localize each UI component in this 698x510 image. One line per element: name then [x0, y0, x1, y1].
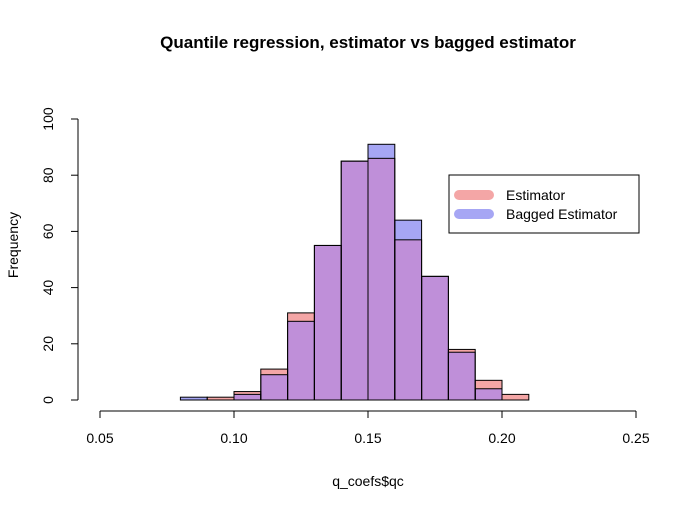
- histogram-bar-bagged-estimator: [179, 396, 208, 401]
- legend-box: [448, 174, 640, 234]
- y-axis-label: Frequency: [5, 212, 21, 278]
- histogram-bar-overlap: [421, 276, 449, 400]
- histogram-bar-overlap: [368, 158, 395, 400]
- histogram-bar-estimator-excess: [207, 397, 234, 400]
- histogram-bar-estimator-excess: [287, 312, 315, 322]
- histogram-bar-overlap: [260, 374, 288, 400]
- histogram-bar-bagged-estimator: [447, 351, 476, 401]
- x-tick-label: 0.10: [220, 430, 247, 446]
- chart-title: Quantile regression, estimator vs bagged…: [160, 33, 576, 52]
- histogram-bar-bagged-excess: [368, 144, 395, 159]
- histogram-bar-overlap: [314, 245, 342, 400]
- legend: Estimator Bagged Estimator: [448, 174, 640, 234]
- histogram-bar-overlap: [448, 352, 476, 400]
- x-axis-label: q_coefs$qc: [332, 473, 404, 489]
- y-axis: 0 20 40 60 80 100: [40, 107, 79, 404]
- x-tick-label: 0.20: [488, 430, 515, 446]
- y-tick-label: 0: [40, 396, 56, 404]
- legend-label-bagged-estimator: Bagged Estimator: [506, 206, 618, 222]
- histogram-bar-overlap: [341, 161, 368, 400]
- histogram-bar-estimator-excess: [234, 391, 261, 395]
- y-tick-label: 100: [40, 107, 56, 131]
- x-axis: 0.05 0.10 0.15 0.20 0.25: [86, 410, 650, 446]
- histogram-bar-bagged-estimator: [474, 388, 503, 401]
- y-tick-label: 20: [40, 336, 56, 352]
- histogram-bar-estimator-excess: [448, 349, 476, 353]
- y-tick-label: 80: [40, 167, 56, 183]
- x-tick-label: 0.05: [86, 430, 113, 446]
- histogram-bar-bagged-excess: [180, 397, 208, 400]
- histogram-bar-overlap: [394, 239, 422, 400]
- histogram-bar-bagged-estimator: [421, 275, 449, 401]
- histogram-bar-overlap: [287, 321, 315, 400]
- histogram-bar-overlap: [234, 394, 261, 400]
- histogram-bar-estimator-excess: [475, 380, 502, 389]
- histogram-bar-overlap: [475, 388, 502, 400]
- x-tick-label: 0.15: [354, 430, 381, 446]
- y-tick-label: 60: [40, 223, 56, 239]
- histogram-bar-estimator-excess: [260, 369, 288, 375]
- histogram-bar-estimator-excess: [502, 394, 529, 400]
- y-tick-label: 40: [40, 280, 56, 296]
- legend-label-estimator: Estimator: [506, 187, 565, 203]
- x-tick-label: 0.25: [622, 430, 649, 446]
- histogram-bar-bagged-excess: [394, 220, 422, 240]
- bars-layer: [179, 143, 530, 401]
